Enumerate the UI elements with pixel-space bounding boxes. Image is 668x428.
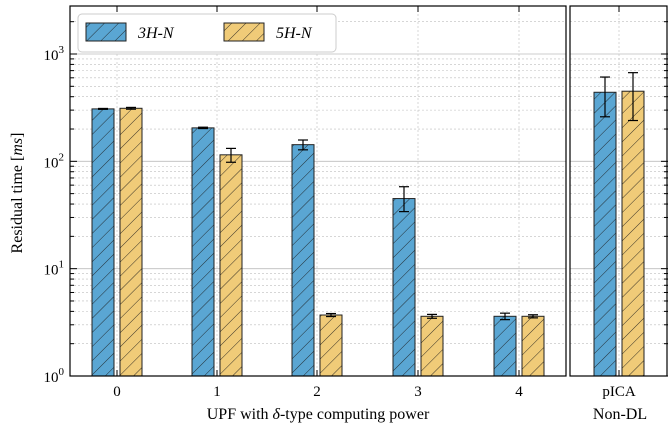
plot-frame	[69, 5, 668, 377]
x-tick-label: 4	[515, 384, 523, 400]
y-axis-label: Residual time [ms]	[9, 133, 26, 254]
bar-hatch	[594, 92, 616, 376]
legend-swatch-hatch	[86, 23, 126, 41]
bar-hatch	[92, 108, 114, 377]
bar-hatch	[421, 316, 443, 376]
axis-ticks: 0 1 2 3 4 pICA 100 101 102 103	[44, 6, 668, 400]
x-axis-label-upf: UPF with δ-type computing power	[207, 406, 430, 423]
legend-swatch-hatch	[224, 23, 264, 41]
bars	[91, 90, 645, 377]
panel-frame	[569, 5, 668, 377]
bar-hatch	[522, 316, 544, 376]
x-tick-label: 1	[213, 384, 221, 400]
bar-hatch	[622, 91, 644, 376]
x-tick-label: 3	[414, 384, 422, 400]
legend-box	[77, 13, 337, 53]
bar-hatch	[220, 154, 242, 376]
error-bars	[98, 72, 638, 321]
x-tick-label: pICA	[602, 384, 636, 400]
y-tick-label: 101	[44, 259, 65, 279]
bar-hatch	[292, 144, 314, 376]
x-tick-label: 2	[313, 384, 321, 400]
panel-frame	[69, 5, 567, 377]
y-tick-label: 103	[44, 44, 65, 64]
bar-hatch	[320, 315, 342, 376]
legend-label: 5H-N	[276, 25, 313, 42]
y-tick-label: 100	[44, 366, 65, 386]
bar-hatch	[192, 127, 214, 376]
grid-lines	[70, 6, 668, 377]
legend: 3H-N 5H-N	[77, 13, 337, 53]
x-axis-label-non-dl: Non-DL	[593, 406, 647, 423]
bar-hatch	[393, 198, 415, 376]
x-tick-label: 0	[113, 384, 121, 400]
bar-hatch	[120, 108, 142, 376]
legend-label: 3H-N	[137, 25, 175, 42]
y-tick-label: 102	[44, 151, 65, 171]
bar-hatch	[494, 316, 516, 376]
